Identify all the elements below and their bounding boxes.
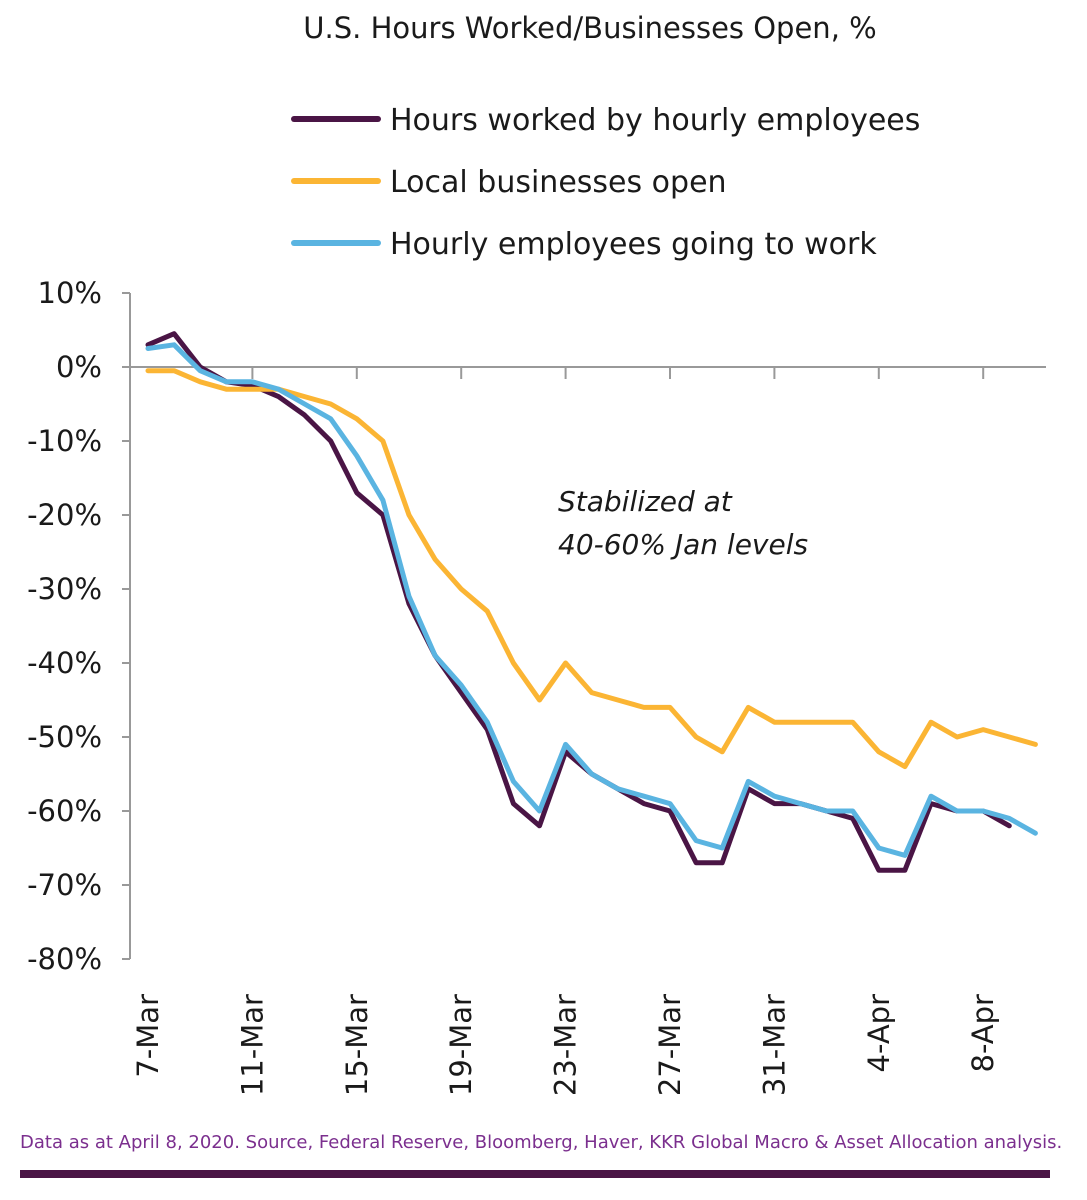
footer-bar [20, 1170, 1050, 1178]
chart-axes [129, 293, 1046, 959]
x-tick-label: 27-Mar [653, 994, 687, 1096]
x-tick-label: 19-Mar [444, 994, 478, 1096]
x-axis-ticks: 7-Mar 11-Mar 15-Mar 19-Mar 23-Mar 27-Mar 31-Ma… [131, 367, 1000, 1096]
series-line-3 [145, 342, 1038, 858]
y-tick-label: -80% [27, 942, 102, 976]
y-tick-label: -40% [27, 646, 102, 680]
x-tick-label: 7-Mar [131, 994, 165, 1078]
chart-series [145, 331, 1038, 873]
series-line-2 [145, 368, 1038, 770]
x-tick-label: 15-Mar [340, 994, 374, 1096]
y-tick-label: 0% [56, 350, 102, 384]
y-tick-label: -60% [27, 794, 102, 828]
x-tick-label: 23-Mar [549, 994, 583, 1096]
legend-label-3: Hourly employees going to work [390, 227, 877, 262]
y-tick-label: -10% [27, 424, 102, 458]
y-tick-label: 10% [38, 276, 102, 310]
legend-label-2: Local businesses open [390, 165, 727, 200]
x-tick-label: 11-Mar [235, 994, 269, 1096]
y-tick-label: -50% [27, 720, 102, 754]
chart-legend: Hours worked by hourly employees Local bu… [291, 103, 920, 262]
y-tick-label: -70% [27, 868, 102, 902]
source-footnote: Data as at April 8, 2020. Source, Federa… [20, 1132, 1062, 1153]
y-tick-label: -20% [27, 498, 102, 532]
x-tick-label: 8-Apr [966, 994, 1000, 1073]
y-tick-label: -30% [27, 572, 102, 606]
x-tick-label: 31-Mar [757, 994, 791, 1096]
x-tick-label: 4-Apr [862, 994, 896, 1073]
legend-label-1: Hours worked by hourly employees [390, 103, 920, 138]
chart-title: U.S. Hours Worked/Businesses Open, % [303, 11, 876, 45]
annotation-line-1: Stabilized at [558, 485, 733, 518]
annotation-line-2: 40-60% Jan levels [558, 528, 808, 561]
series-line-1 [145, 331, 1012, 873]
y-axis-ticks: 10% 0% -10% -20% -30% -40% -50% -60% -70% -80% [27, 276, 130, 976]
